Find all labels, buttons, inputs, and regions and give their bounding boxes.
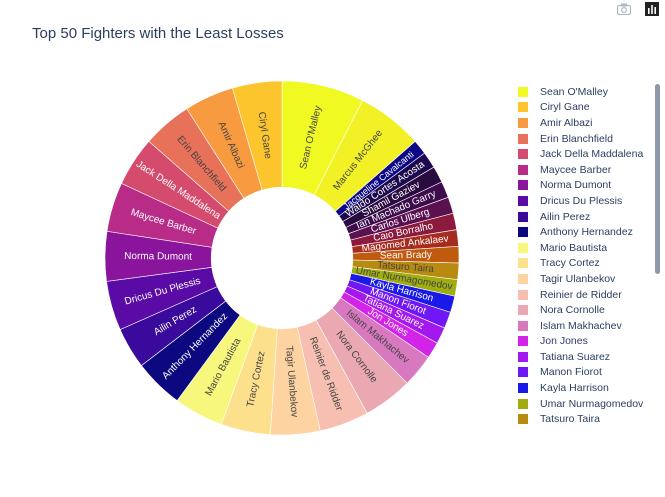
legend-swatch (518, 305, 528, 316)
legend-swatch (518, 149, 528, 160)
legend-label: Tatiana Suarez (540, 350, 611, 363)
legend-label: Dricus Du Plessis (540, 194, 623, 207)
legend-label: Mario Bautista (540, 241, 608, 254)
legend-label: Anthony Hernandez (540, 226, 633, 239)
legend-swatch (518, 164, 528, 175)
legend-item[interactable]: Mario Bautista (514, 240, 660, 256)
legend-label: Manon Fiorot (540, 366, 602, 379)
legend-swatch (518, 289, 528, 300)
legend-label: Reinier de Ridder (540, 288, 622, 301)
legend-item[interactable]: Islam Makhachev (514, 318, 660, 334)
legend-label: Tagir Ulanbekov (540, 272, 616, 285)
legend-item[interactable]: Tatsuro Taira (514, 411, 660, 427)
slice-label: Sean Brady (380, 250, 432, 262)
legend-item[interactable]: Erin Blanchfield (514, 131, 660, 147)
legend-item[interactable]: Ailin Perez (514, 209, 660, 225)
legend-swatch (518, 367, 528, 378)
legend: Sean O'Malley Ciryl Gane Amir Albazi Erin B… (514, 84, 660, 440)
legend-label: Amir Albazi (540, 116, 593, 129)
legend-item[interactable]: Manon Fiorot (514, 365, 660, 381)
legend-swatch (518, 383, 528, 394)
legend-label: Tracy Cortez (540, 257, 600, 270)
legend-label: Norma Dumont (540, 179, 612, 192)
legend-item[interactable]: Amir Albazi (514, 115, 660, 131)
legend-item[interactable]: Tracy Cortez (514, 256, 660, 272)
legend-item[interactable]: Dricus Du Plessis (514, 193, 660, 209)
legend-label: Sean O'Malley (540, 85, 608, 98)
legend-swatch (518, 102, 528, 113)
legend-item[interactable]: Kayla Harrison (514, 380, 660, 396)
legend-swatch (518, 258, 528, 269)
legend-item[interactable]: Tagir Ulanbekov (514, 271, 660, 287)
legend-label: Jon Jones (540, 335, 588, 348)
legend-label: Erin Blanchfield (540, 132, 613, 145)
camera-icon[interactable] (617, 2, 631, 16)
legend-swatch (518, 320, 528, 331)
legend-label: Tatsuro Taira (540, 413, 600, 426)
legend-label: Islam Makhachev (540, 319, 622, 332)
legend-item[interactable]: Maycee Barber (514, 162, 660, 178)
legend-swatch (518, 180, 528, 191)
legend-item[interactable]: Ciryl Gane (514, 100, 660, 116)
legend-swatch (518, 242, 528, 253)
legend-label: Ciryl Gane (540, 101, 590, 114)
legend-label: Jack Della Maddalena (540, 148, 644, 161)
slice-label: Tagir Ulanbekov (283, 345, 299, 417)
legend-label: Nora Cornolle (540, 304, 605, 317)
legend-item[interactable]: Tatiana Suarez (514, 349, 660, 365)
legend-swatch (518, 351, 528, 362)
modebar (617, 2, 659, 16)
legend-swatch (518, 227, 528, 238)
legend-swatch (518, 211, 528, 222)
chart-title: Top 50 Fighters with the Least Losses (32, 25, 284, 42)
legend-label: Ailin Perez (540, 210, 591, 223)
legend-item[interactable]: Norma Dumont (514, 178, 660, 194)
legend-item[interactable]: Jon Jones (514, 334, 660, 350)
legend-swatch (518, 273, 528, 284)
legend-item[interactable]: Sean O'Malley (514, 84, 660, 100)
legend-swatch (518, 398, 528, 409)
legend-swatch (518, 414, 528, 425)
plotly-logo-icon[interactable] (645, 2, 659, 16)
legend-item[interactable]: Jack Della Maddalena (514, 146, 660, 162)
legend-scrollbar[interactable] (655, 84, 660, 274)
legend-label: Maycee Barber (540, 163, 612, 176)
legend-swatch (518, 336, 528, 347)
legend-item[interactable]: Umar Nurmagomedov (514, 396, 660, 412)
legend-swatch (518, 133, 528, 144)
legend-swatch (518, 86, 528, 97)
legend-item[interactable]: Reinier de Ridder (514, 287, 660, 303)
donut-slice[interactable] (232, 80, 283, 191)
legend-swatch (518, 117, 528, 128)
slice-label: Norma Dumont (124, 251, 192, 263)
legend-item[interactable]: Nora Cornolle (514, 302, 660, 318)
legend-label: Kayla Harrison (540, 382, 609, 395)
legend-swatch (518, 195, 528, 206)
legend-label: Umar Nurmagomedov (540, 397, 644, 410)
legend-item[interactable]: Anthony Hernandez (514, 224, 660, 240)
